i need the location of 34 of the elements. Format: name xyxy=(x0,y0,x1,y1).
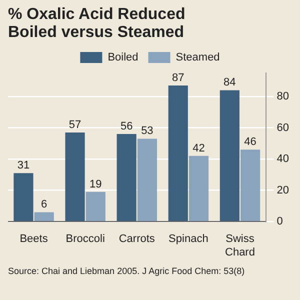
bar xyxy=(65,132,85,221)
x-tick-label: Carrots xyxy=(118,233,156,246)
legend-label: Steamed xyxy=(176,52,220,64)
data-label: 19 xyxy=(90,178,102,190)
data-label: 53 xyxy=(141,125,154,138)
data-label: 42 xyxy=(192,142,205,154)
y-tick-label: 40 xyxy=(276,153,290,166)
x-tick-label: Spinach xyxy=(168,233,208,246)
x-tick-label: Beets xyxy=(20,233,48,246)
bar xyxy=(116,134,136,221)
bar xyxy=(240,150,260,221)
data-label: 46 xyxy=(244,136,256,148)
bar xyxy=(220,90,240,221)
y-tick-label: 20 xyxy=(276,184,290,196)
legend-label: Boiled xyxy=(108,52,138,64)
source-note: Source: Chai and Liebman 2005. J Agric Food Chem: 53(8) xyxy=(8,266,246,276)
bar xyxy=(86,192,106,221)
bar xyxy=(168,86,188,221)
y-tick-label: 80 xyxy=(276,90,290,102)
x-tick-label: Broccoli xyxy=(66,233,105,246)
data-label: 87 xyxy=(172,72,184,84)
bar xyxy=(137,138,157,221)
data-label: 6 xyxy=(41,198,48,211)
data-label: 84 xyxy=(224,76,236,89)
bar xyxy=(188,156,209,221)
data-label: 56 xyxy=(120,120,133,133)
y-tick-label: 0 xyxy=(276,216,283,228)
x-tick-label: Swiss Chard xyxy=(225,233,255,258)
bar xyxy=(34,212,54,221)
data-label: 57 xyxy=(68,118,82,131)
chart-title: % Oxalic Acid Reduced Boiled versus Steamed xyxy=(8,6,186,42)
y-tick-label: 60 xyxy=(276,122,290,134)
data-label: 31 xyxy=(17,160,30,172)
bar xyxy=(14,173,34,221)
